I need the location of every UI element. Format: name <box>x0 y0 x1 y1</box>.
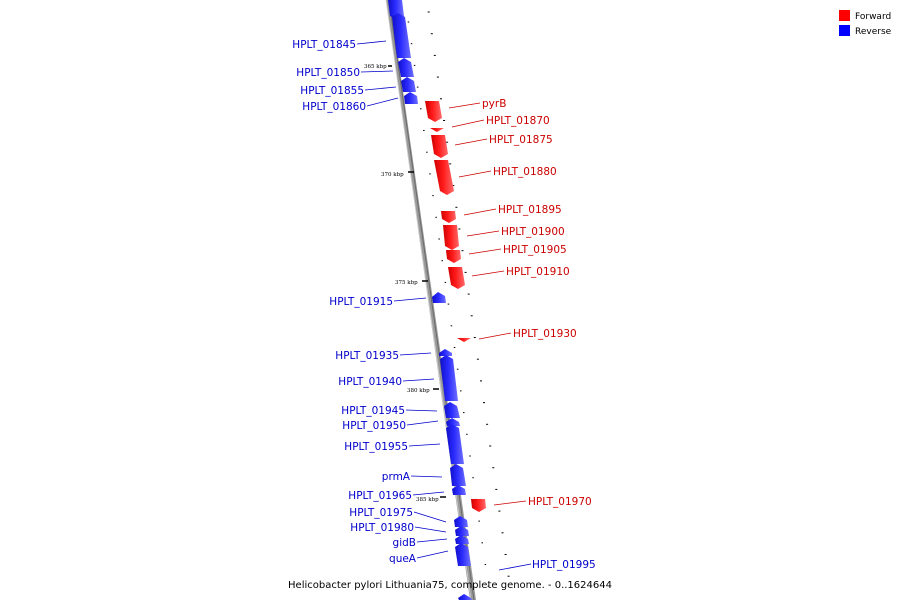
gene-label[interactable]: HPLT_01915 <box>329 296 393 308</box>
gene-hplt-01965[interactable] <box>452 485 466 495</box>
gene-label[interactable]: HPLT_01860 <box>302 101 366 113</box>
leader-lines <box>356 40 532 571</box>
gene-hplt-01930[interactable] <box>457 338 471 342</box>
gene-label[interactable]: HPLT_01850 <box>296 67 360 79</box>
gene-hplt-01895[interactable] <box>441 211 456 223</box>
gene-label[interactable]: HPLT_01875 <box>489 134 553 146</box>
gene-hplt-01910[interactable] <box>448 267 465 289</box>
gene-hplt-01900[interactable] <box>443 225 459 250</box>
gene-label[interactable]: HPLT_01980 <box>350 522 414 534</box>
gene-hplt-01940[interactable] <box>440 355 458 401</box>
scale-label: 365 kbp <box>364 64 387 70</box>
gene-label[interactable]: HPLT_01930 <box>513 328 577 340</box>
gene-hplt-01935[interactable] <box>439 349 452 356</box>
gene-hplt-01850[interactable] <box>398 58 414 77</box>
gene-label[interactable]: gidB <box>393 537 416 549</box>
gene-hplt-01905[interactable] <box>446 250 461 263</box>
gene-prma[interactable] <box>450 464 466 486</box>
gene-label[interactable]: HPLT_01905 <box>503 244 567 256</box>
legend-reverse-label: Reverse <box>855 27 892 37</box>
gene-label[interactable]: pyrB <box>482 98 506 110</box>
gene-hplt-01975[interactable] <box>454 516 468 527</box>
gene-label[interactable]: HPLT_01895 <box>498 204 562 216</box>
gene-hplt-01870[interactable] <box>430 128 444 132</box>
gene-quea[interactable] <box>455 543 471 566</box>
gene-label[interactable]: queA <box>389 553 417 565</box>
reverse-genes <box>388 0 472 600</box>
gene-label[interactable]: HPLT_01910 <box>506 266 570 278</box>
gene-hplt-01855[interactable] <box>401 77 416 92</box>
legend-forward-swatch <box>839 10 850 21</box>
gene-label[interactable]: HPLT_01995 <box>532 559 596 571</box>
scale-ticks <box>407 11 510 587</box>
gene-label[interactable]: HPLT_01940 <box>338 376 402 388</box>
gene-hplt-01955[interactable] <box>446 424 464 464</box>
gene-gidb[interactable] <box>455 535 469 544</box>
gene-hplt-01945[interactable] <box>444 402 460 418</box>
scale-label: 375 kbp <box>395 280 418 286</box>
gene-hplt-bottom[interactable] <box>458 594 472 600</box>
legend: Forward Reverse <box>839 10 892 37</box>
gene-label[interactable]: HPLT_01870 <box>486 115 550 127</box>
reverse-gene-labels: HPLT_01845 HPLT_01850 HPLT_01855 HPLT_01… <box>292 39 417 565</box>
gene-label[interactable]: HPLT_01900 <box>501 226 565 238</box>
gene-label[interactable]: HPLT_01935 <box>335 350 399 362</box>
legend-forward-label: Forward <box>855 12 891 22</box>
scale-label: 370 kbp <box>381 172 404 178</box>
forward-gene-labels: pyrB HPLT_01870 HPLT_01875 HPLT_01880 HP… <box>482 98 592 508</box>
gene-hplt-01915[interactable] <box>432 292 446 303</box>
gene-hplt-01845b[interactable] <box>392 13 411 58</box>
bottom-gene-label: HPLT_01995 <box>532 559 596 571</box>
gene-label[interactable]: HPLT_01855 <box>300 85 364 97</box>
map-caption: Helicobacter pylori Lithuania75, complet… <box>288 580 612 591</box>
gene-label[interactable]: HPLT_01970 <box>528 496 592 508</box>
forward-genes <box>425 101 486 512</box>
gene-pyrb[interactable] <box>425 101 442 122</box>
gene-label[interactable]: HPLT_01945 <box>341 405 405 417</box>
gene-hplt-01970[interactable] <box>471 499 486 512</box>
gene-label[interactable]: HPLT_01955 <box>344 441 408 453</box>
gene-label[interactable]: HPLT_01975 <box>349 507 413 519</box>
gene-hplt-01860[interactable] <box>404 92 418 104</box>
gene-hplt-01980[interactable] <box>455 526 469 536</box>
gene-hplt-01880[interactable] <box>434 160 454 195</box>
gene-label[interactable]: HPLT_01965 <box>348 490 412 502</box>
scale-label: 380 kbp <box>407 388 430 394</box>
gene-label[interactable]: HPLT_01950 <box>342 420 406 432</box>
gene-label[interactable]: prmA <box>382 471 411 483</box>
gene-hplt-01950[interactable] <box>446 418 460 426</box>
gene-hplt-01875[interactable] <box>431 135 448 158</box>
scale-label: 385 kbp <box>416 497 439 503</box>
scale-labels: 365 kbp 370 kbp 375 kbp 380 kbp 385 kbp <box>364 64 446 503</box>
gene-label[interactable]: HPLT_01845 <box>292 39 356 51</box>
gene-label[interactable]: HPLT_01880 <box>493 166 557 178</box>
legend-reverse-swatch <box>839 25 850 36</box>
